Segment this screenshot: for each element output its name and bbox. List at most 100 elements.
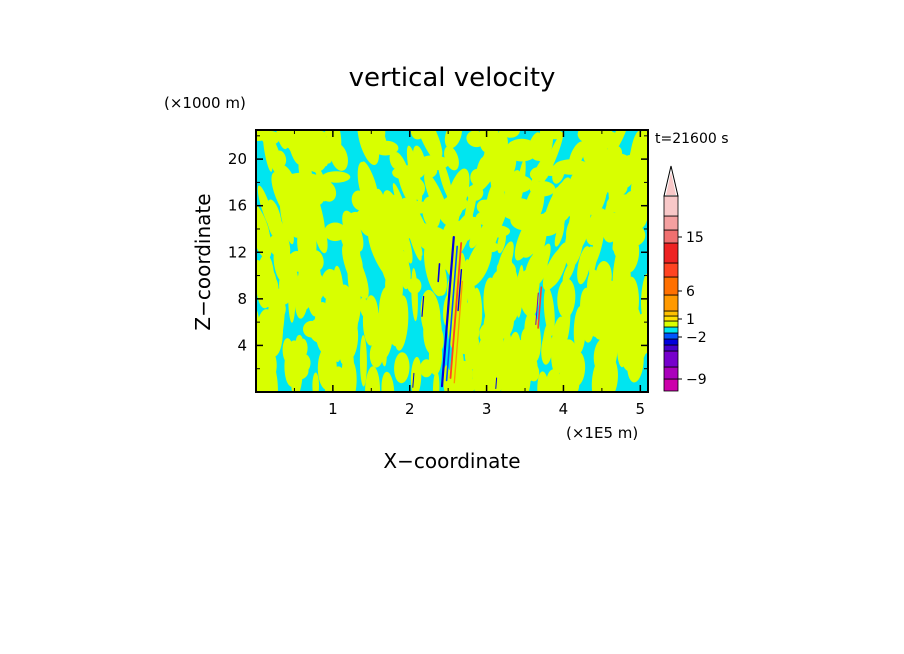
field-positive-patch: [552, 186, 565, 209]
field-positive-patch: [314, 137, 334, 158]
plume-updraft: [453, 280, 463, 384]
field-positive-band: [428, 191, 446, 219]
colorbar-label: 6: [686, 284, 695, 300]
field-positive-band: [483, 138, 504, 165]
field-positive-band: [501, 362, 519, 392]
field-positive-band: [393, 295, 409, 351]
field-positive-patch: [321, 171, 351, 183]
field-positive-patch: [466, 184, 484, 201]
x-tick-label: 3: [482, 400, 492, 418]
field-positive-patch: [577, 144, 598, 153]
field-positive-patch: [529, 167, 549, 182]
field-positive-patch: [390, 199, 410, 217]
field-positive-band: [589, 242, 598, 278]
field-positive-patch: [497, 174, 533, 194]
field-positive-patch: [370, 196, 385, 212]
time-label: t=21600 s: [655, 131, 729, 147]
field-positive-band: [303, 193, 314, 237]
field-positive-patch: [593, 215, 619, 228]
colorbar-level: [663, 344, 679, 352]
plot-frame: [255, 129, 649, 393]
plume-downdraft: [437, 263, 441, 283]
field-positive-patch: [529, 181, 556, 197]
field-positive-band: [275, 284, 286, 343]
plot-area: [256, 130, 648, 392]
field-positive-band: [407, 277, 422, 294]
field-positive-patch: [501, 130, 520, 138]
field-positive-band: [278, 247, 292, 271]
field-positive-band: [635, 312, 648, 336]
plume-downdraft: [412, 372, 415, 388]
colorbar-level: [663, 378, 679, 392]
field-positive-patch: [505, 138, 538, 162]
field-positive-band: [543, 286, 555, 336]
field-positive-band: [624, 287, 633, 343]
field-positive-band: [298, 338, 308, 357]
x-tick-label: 2: [405, 400, 415, 418]
field-positive-band: [414, 130, 442, 164]
field-positive-patch: [510, 209, 538, 231]
field-positive-band: [256, 332, 268, 392]
field-positive-band: [586, 269, 601, 305]
field-positive-patch: [410, 130, 425, 140]
field-positive-band: [394, 352, 410, 384]
field-positive-band: [279, 195, 300, 238]
field-positive-band: [347, 251, 357, 303]
field-positive-patch: [419, 226, 447, 248]
x-tick-label: 1: [328, 400, 338, 418]
field-positive-band: [495, 296, 508, 318]
colorbar-level: [663, 215, 679, 231]
field-positive-patch: [442, 195, 468, 212]
field-positive-band: [453, 297, 470, 334]
colorbar-level: [663, 332, 679, 340]
field-positive-band: [487, 317, 505, 377]
field-positive-band: [467, 276, 477, 330]
field-positive-patch: [261, 131, 280, 145]
field-positive-band: [378, 320, 387, 367]
field-positive-patch: [619, 224, 646, 247]
chart-title: vertical velocity: [349, 63, 556, 93]
field-positive-band: [359, 335, 367, 387]
field-positive-patch: [284, 172, 321, 186]
field-positive-band: [317, 346, 337, 391]
field-positive-band: [318, 323, 339, 357]
field-positive-band: [561, 339, 580, 386]
field-positive-band: [557, 278, 576, 319]
field-positive-patch: [346, 211, 365, 233]
field-positive-band: [517, 351, 538, 382]
plume-downdraft: [440, 236, 455, 388]
y-tick-label: 8: [237, 290, 247, 308]
field-positive-band: [282, 338, 294, 364]
field-positive-patch: [484, 241, 499, 253]
field-positive-patch: [373, 140, 399, 156]
colorbar-level: [663, 320, 679, 328]
colorbar: 15 6 1 −2 −9: [663, 165, 707, 392]
plume-downdraft: [457, 269, 463, 312]
field-positive-patch: [417, 155, 450, 171]
field-positive-band: [432, 371, 440, 392]
field-positive-patch: [479, 198, 515, 212]
field-positive-band: [461, 259, 471, 308]
field-positive-patch: [606, 177, 628, 197]
field-positive-band: [444, 130, 462, 149]
colorbar-level: [663, 242, 679, 264]
y-tick-label: 12: [228, 243, 247, 261]
field-positive-band: [463, 322, 476, 343]
field-positive-band: [330, 130, 341, 150]
field-positive-patch: [470, 168, 485, 186]
field-positive-band: [362, 295, 379, 346]
field-positive-patch: [545, 130, 564, 140]
field-positive-band: [542, 324, 551, 364]
field-positive-band: [351, 190, 368, 211]
colorbar-level: [663, 350, 679, 368]
field-positive-band: [330, 142, 348, 171]
x-tick-label: 4: [559, 400, 569, 418]
field-positive-band: [400, 260, 411, 290]
field-positive-patch: [612, 208, 639, 229]
field-positive-band: [483, 277, 500, 328]
field-positive-band: [275, 150, 287, 167]
colorbar-level: [663, 276, 679, 296]
field-positive-band: [368, 228, 393, 278]
field-positive-patch: [630, 166, 645, 182]
field-positive-band: [301, 249, 312, 273]
